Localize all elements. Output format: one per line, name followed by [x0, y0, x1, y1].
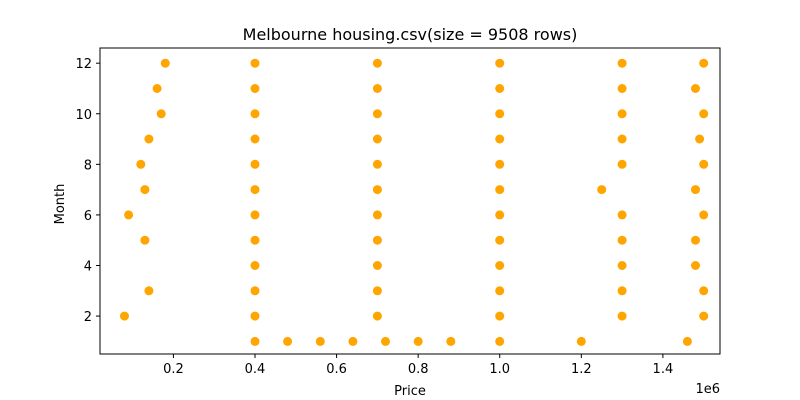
data-point: [250, 159, 260, 169]
data-point: [699, 311, 709, 321]
data-point: [495, 311, 505, 321]
data-point: [617, 311, 627, 321]
y-tick-label: 6: [84, 209, 92, 224]
data-point: [250, 235, 260, 245]
data-point: [699, 210, 709, 220]
data-point: [250, 210, 260, 220]
data-point: [495, 210, 505, 220]
data-point: [495, 109, 505, 119]
data-point: [691, 235, 700, 245]
data-point: [699, 58, 709, 68]
y-axis-label: Month: [53, 184, 68, 225]
x-tick-label: 1.2: [571, 362, 592, 377]
data-point: [348, 336, 358, 346]
data-point: [495, 134, 505, 144]
chart-title: Melbourne housing.csv(size = 9508 rows): [243, 25, 578, 44]
data-point: [250, 185, 260, 195]
x-tick-label: 0.8: [408, 362, 429, 377]
data-point: [250, 134, 260, 144]
data-point: [372, 109, 382, 119]
data-point: [315, 336, 325, 346]
data-point: [597, 185, 607, 195]
data-point: [283, 336, 293, 346]
y-tick-label: 8: [84, 158, 92, 173]
data-point: [250, 336, 260, 346]
data-point: [446, 336, 456, 346]
data-point: [617, 210, 627, 220]
data-point: [495, 286, 505, 296]
data-point: [617, 58, 627, 68]
data-point: [250, 286, 260, 296]
x-axis-offset-label: 1e6: [695, 382, 720, 397]
data-point: [250, 109, 260, 119]
data-point: [691, 261, 700, 270]
data-point: [136, 159, 146, 169]
data-point: [495, 84, 505, 93]
data-point: [140, 185, 150, 195]
data-point: [699, 286, 709, 296]
data-point: [250, 58, 260, 68]
data-point: [682, 336, 692, 346]
data-point: [381, 336, 390, 346]
data-point: [495, 336, 505, 346]
data-point: [691, 84, 700, 93]
x-tick-label: 0.4: [245, 362, 266, 377]
data-point: [160, 58, 170, 68]
data-point: [413, 336, 423, 346]
x-tick-label: 0.2: [163, 362, 184, 377]
y-tick-label: 4: [84, 259, 92, 274]
y-tick-label: 2: [84, 310, 92, 325]
data-point: [617, 159, 627, 169]
data-point: [699, 109, 709, 119]
data-point: [617, 235, 627, 245]
x-tick-label: 1.4: [653, 362, 674, 377]
data-point: [156, 109, 166, 119]
data-point: [372, 159, 382, 169]
plot-frame: [99, 47, 721, 355]
data-point: [372, 286, 382, 296]
y-axis-ticks: 2 4 6 8 10 12: [75, 57, 100, 325]
data-point: [495, 58, 505, 68]
data-point: [372, 311, 382, 321]
data-point: [120, 311, 129, 321]
data-point: [124, 210, 134, 220]
data-point: [372, 84, 382, 93]
data-point: [372, 235, 382, 245]
x-axis-ticks: 0.2 0.4 0.6 0.8 1.0 1.2 1.4: [163, 354, 673, 377]
x-tick-label: 1.0: [489, 362, 510, 377]
y-tick-label: 10: [75, 108, 92, 123]
data-point: [140, 235, 150, 245]
data-point: [495, 235, 505, 245]
data-point: [144, 134, 154, 144]
data-point: [617, 261, 627, 270]
data-point: [250, 84, 260, 93]
data-point: [144, 286, 154, 296]
data-point: [576, 336, 586, 346]
y-tick-label: 12: [75, 57, 92, 72]
data-point: [495, 159, 505, 169]
data-point: [617, 84, 627, 93]
data-point: [699, 159, 709, 169]
data-point: [372, 58, 382, 68]
data-point: [372, 134, 382, 144]
x-tick-label: 0.6: [326, 362, 347, 377]
data-point: [695, 134, 705, 144]
data-point: [617, 134, 627, 144]
data-point: [617, 109, 627, 119]
data-point: [372, 261, 382, 270]
data-point: [250, 311, 260, 321]
data-point: [372, 185, 382, 195]
data-point: [617, 286, 627, 296]
data-points: [120, 58, 709, 346]
data-point: [495, 185, 505, 195]
x-axis-label: Price: [394, 384, 426, 399]
data-point: [495, 261, 505, 270]
data-point: [250, 261, 260, 270]
data-point: [372, 210, 382, 220]
data-point: [152, 84, 162, 93]
data-point: [691, 185, 700, 195]
